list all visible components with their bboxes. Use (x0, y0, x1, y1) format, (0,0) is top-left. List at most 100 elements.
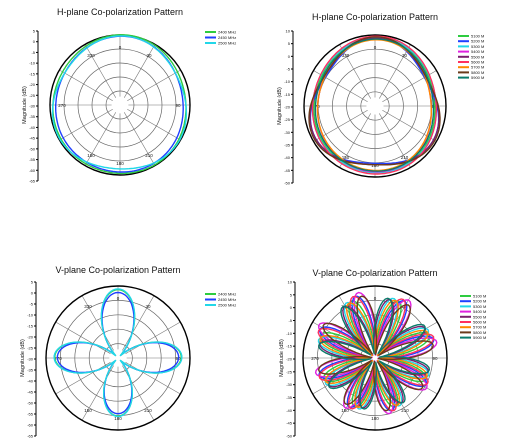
radial-tick-label: 5 (288, 41, 291, 46)
series-trace (311, 35, 437, 175)
radial-tick-label: -35 (284, 143, 291, 148)
angle-spoke (339, 44, 371, 99)
angle-label: 90 (175, 103, 181, 108)
series-trace (319, 299, 429, 408)
radial-tick-label: -35 (286, 395, 293, 400)
panel-h-plane-5g: H-plane Co-polarization Pattern030902101… (277, 12, 484, 186)
legend-label: 5900 M (471, 75, 484, 80)
angle-label: 270 (58, 103, 66, 108)
angle-spoke (123, 44, 156, 98)
radial-tick-label: 10 (286, 29, 291, 34)
angle-label: 270 (312, 104, 320, 109)
panel-v-plane-5g: V-plane Co-polarization Pattern030902101… (279, 268, 486, 439)
legend-label: 2500 MHz (218, 41, 236, 46)
angle-spoke (81, 365, 114, 421)
legend-label: 5400 M (471, 49, 484, 54)
angle-label: 150 (84, 408, 92, 413)
radial-tick-label: -5 (286, 67, 290, 72)
legend-label: 5100 M (473, 294, 486, 299)
y-axis-label: Magnitude (dB) (22, 86, 28, 124)
angle-label: 30 (402, 53, 408, 58)
outer-ring (302, 285, 448, 431)
legend-label: 2500 MHz (218, 303, 236, 308)
radial-tick-label: -60 (27, 423, 34, 428)
radial-tick-label: -35 (29, 114, 36, 119)
radial-tick-label: -30 (284, 130, 291, 135)
radial-tick-label: -5 (31, 50, 35, 55)
radial-tick-label: -65 (29, 179, 36, 184)
legend-label: 5200 M (471, 39, 484, 44)
angle-spoke (123, 112, 156, 166)
angle-label: 180 (114, 416, 122, 421)
radial-tick-label: -45 (284, 168, 291, 173)
angle-label: 150 (87, 153, 95, 158)
radial-tick-label: -45 (286, 421, 293, 426)
series-trace (308, 36, 441, 166)
radial-tick-label: -45 (27, 390, 34, 395)
angle-label: 330 (342, 53, 350, 58)
angle-spoke (127, 108, 181, 141)
radial-tick-label: -40 (284, 155, 291, 160)
outer-ring (303, 34, 447, 178)
legend-label: 5400 M (473, 309, 486, 314)
chart-title: V-plane Co-polarization Pattern (55, 265, 180, 275)
legend-label: 2450 MHz (218, 35, 236, 40)
radial-tick-label: -25 (284, 117, 291, 122)
angle-label: 180 (371, 416, 379, 421)
radial-tick-label: -25 (29, 93, 36, 98)
angle-spoke (127, 69, 181, 102)
radial-tick-label: 0 (33, 39, 36, 44)
chart-title: V-plane Co-polarization Pattern (312, 268, 437, 278)
angle-label: 150 (341, 408, 349, 413)
radial-tick-label: 5 (33, 29, 36, 34)
radial-tick-label: -25 (27, 346, 34, 351)
angle-spoke (122, 365, 155, 421)
y-axis-label: Magnitude (dB) (277, 87, 283, 125)
radial-tick-label: -30 (29, 104, 36, 109)
series-trace (53, 288, 183, 418)
legend-label: 5700 M (473, 325, 486, 330)
radial-tick-label: -5 (288, 318, 292, 323)
legend-label: 5600 M (471, 60, 484, 65)
angle-label: 330 (87, 53, 95, 58)
angle-spoke (55, 362, 111, 395)
radial-tick-label: -20 (29, 82, 36, 87)
legend-label: 5500 M (471, 54, 484, 59)
angle-spoke (84, 112, 117, 166)
angle-label: 210 (401, 408, 409, 413)
angle-label: 270 (311, 356, 319, 361)
angle-label: 30 (145, 304, 151, 309)
radial-tick-label: -50 (286, 434, 293, 439)
angle-label: 210 (144, 408, 152, 413)
radial-tick-label: -10 (29, 61, 36, 66)
radial-tick-label: -50 (284, 181, 291, 186)
angle-label: 210 (401, 155, 409, 160)
legend-label: 5800 M (473, 330, 486, 335)
radial-tick-label: 10 (288, 280, 293, 285)
radial-tick-label: -20 (27, 335, 34, 340)
series-trace (314, 38, 435, 172)
radial-tick-label: -20 (286, 357, 293, 362)
radial-tick-label: -40 (29, 125, 36, 130)
legend-label: 2400 MHz (218, 292, 236, 297)
angle-spoke (379, 113, 411, 168)
outer-ring (45, 285, 191, 431)
radial-tick-label: -15 (284, 92, 291, 97)
radial-tick-label: 5 (31, 280, 34, 285)
angle-label: 0 (374, 45, 377, 50)
legend-label: 5200 M (473, 299, 486, 304)
radial-tick-label: -65 (27, 434, 34, 439)
angle-spoke (81, 295, 114, 351)
angle-label: 270 (54, 356, 62, 361)
y-axis-label: Magnitude (dB) (279, 339, 285, 377)
angle-spoke (55, 321, 111, 354)
radial-tick-label: -5 (29, 302, 33, 307)
radial-tick-label: -10 (286, 331, 293, 336)
angle-label: 180 (371, 163, 379, 168)
y-axis-label: Magnitude (dB) (20, 339, 26, 377)
legend-label: 5300 M (471, 44, 484, 49)
radial-tick-label: -15 (29, 71, 36, 76)
radial-tick-label: -55 (27, 412, 34, 417)
angle-label: 0 (117, 296, 120, 301)
